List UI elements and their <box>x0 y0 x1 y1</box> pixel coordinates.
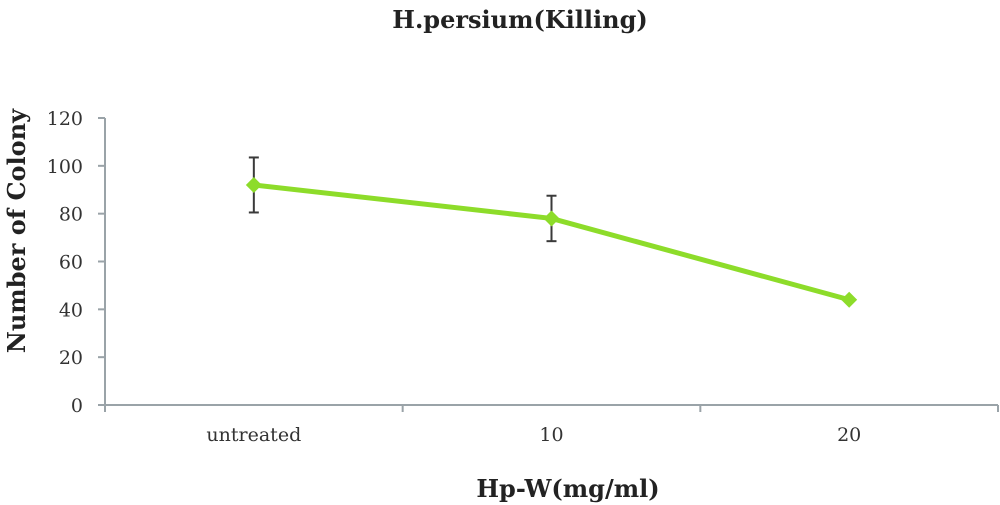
x-tick-label: untreated <box>206 424 301 446</box>
y-tick-label: 80 <box>59 204 83 226</box>
x-ticks: untreated 10 20 <box>104 405 999 446</box>
y-tick-label: 100 <box>47 156 83 178</box>
y-tick-label: 20 <box>59 347 83 369</box>
y-ticks: 0 20 40 60 80 100 120 <box>47 108 105 417</box>
y-tick-label: 120 <box>47 108 83 130</box>
y-tick-label: 0 <box>71 395 83 417</box>
y-tick-label: 60 <box>59 252 83 274</box>
x-axis-label: Hp-W(mg/ml) <box>476 474 659 503</box>
data-point-marker <box>543 210 560 227</box>
y-tick-label: 40 <box>59 299 83 321</box>
x-tick-label: 10 <box>539 424 563 446</box>
x-tick-label: 20 <box>837 424 861 446</box>
y-axis-label: Number of Colony <box>2 108 31 353</box>
data-point-marker <box>245 176 262 193</box>
chart-title: H.persium(Killing) <box>392 5 647 34</box>
data-point-marker <box>841 291 858 308</box>
plot-area <box>245 156 858 308</box>
